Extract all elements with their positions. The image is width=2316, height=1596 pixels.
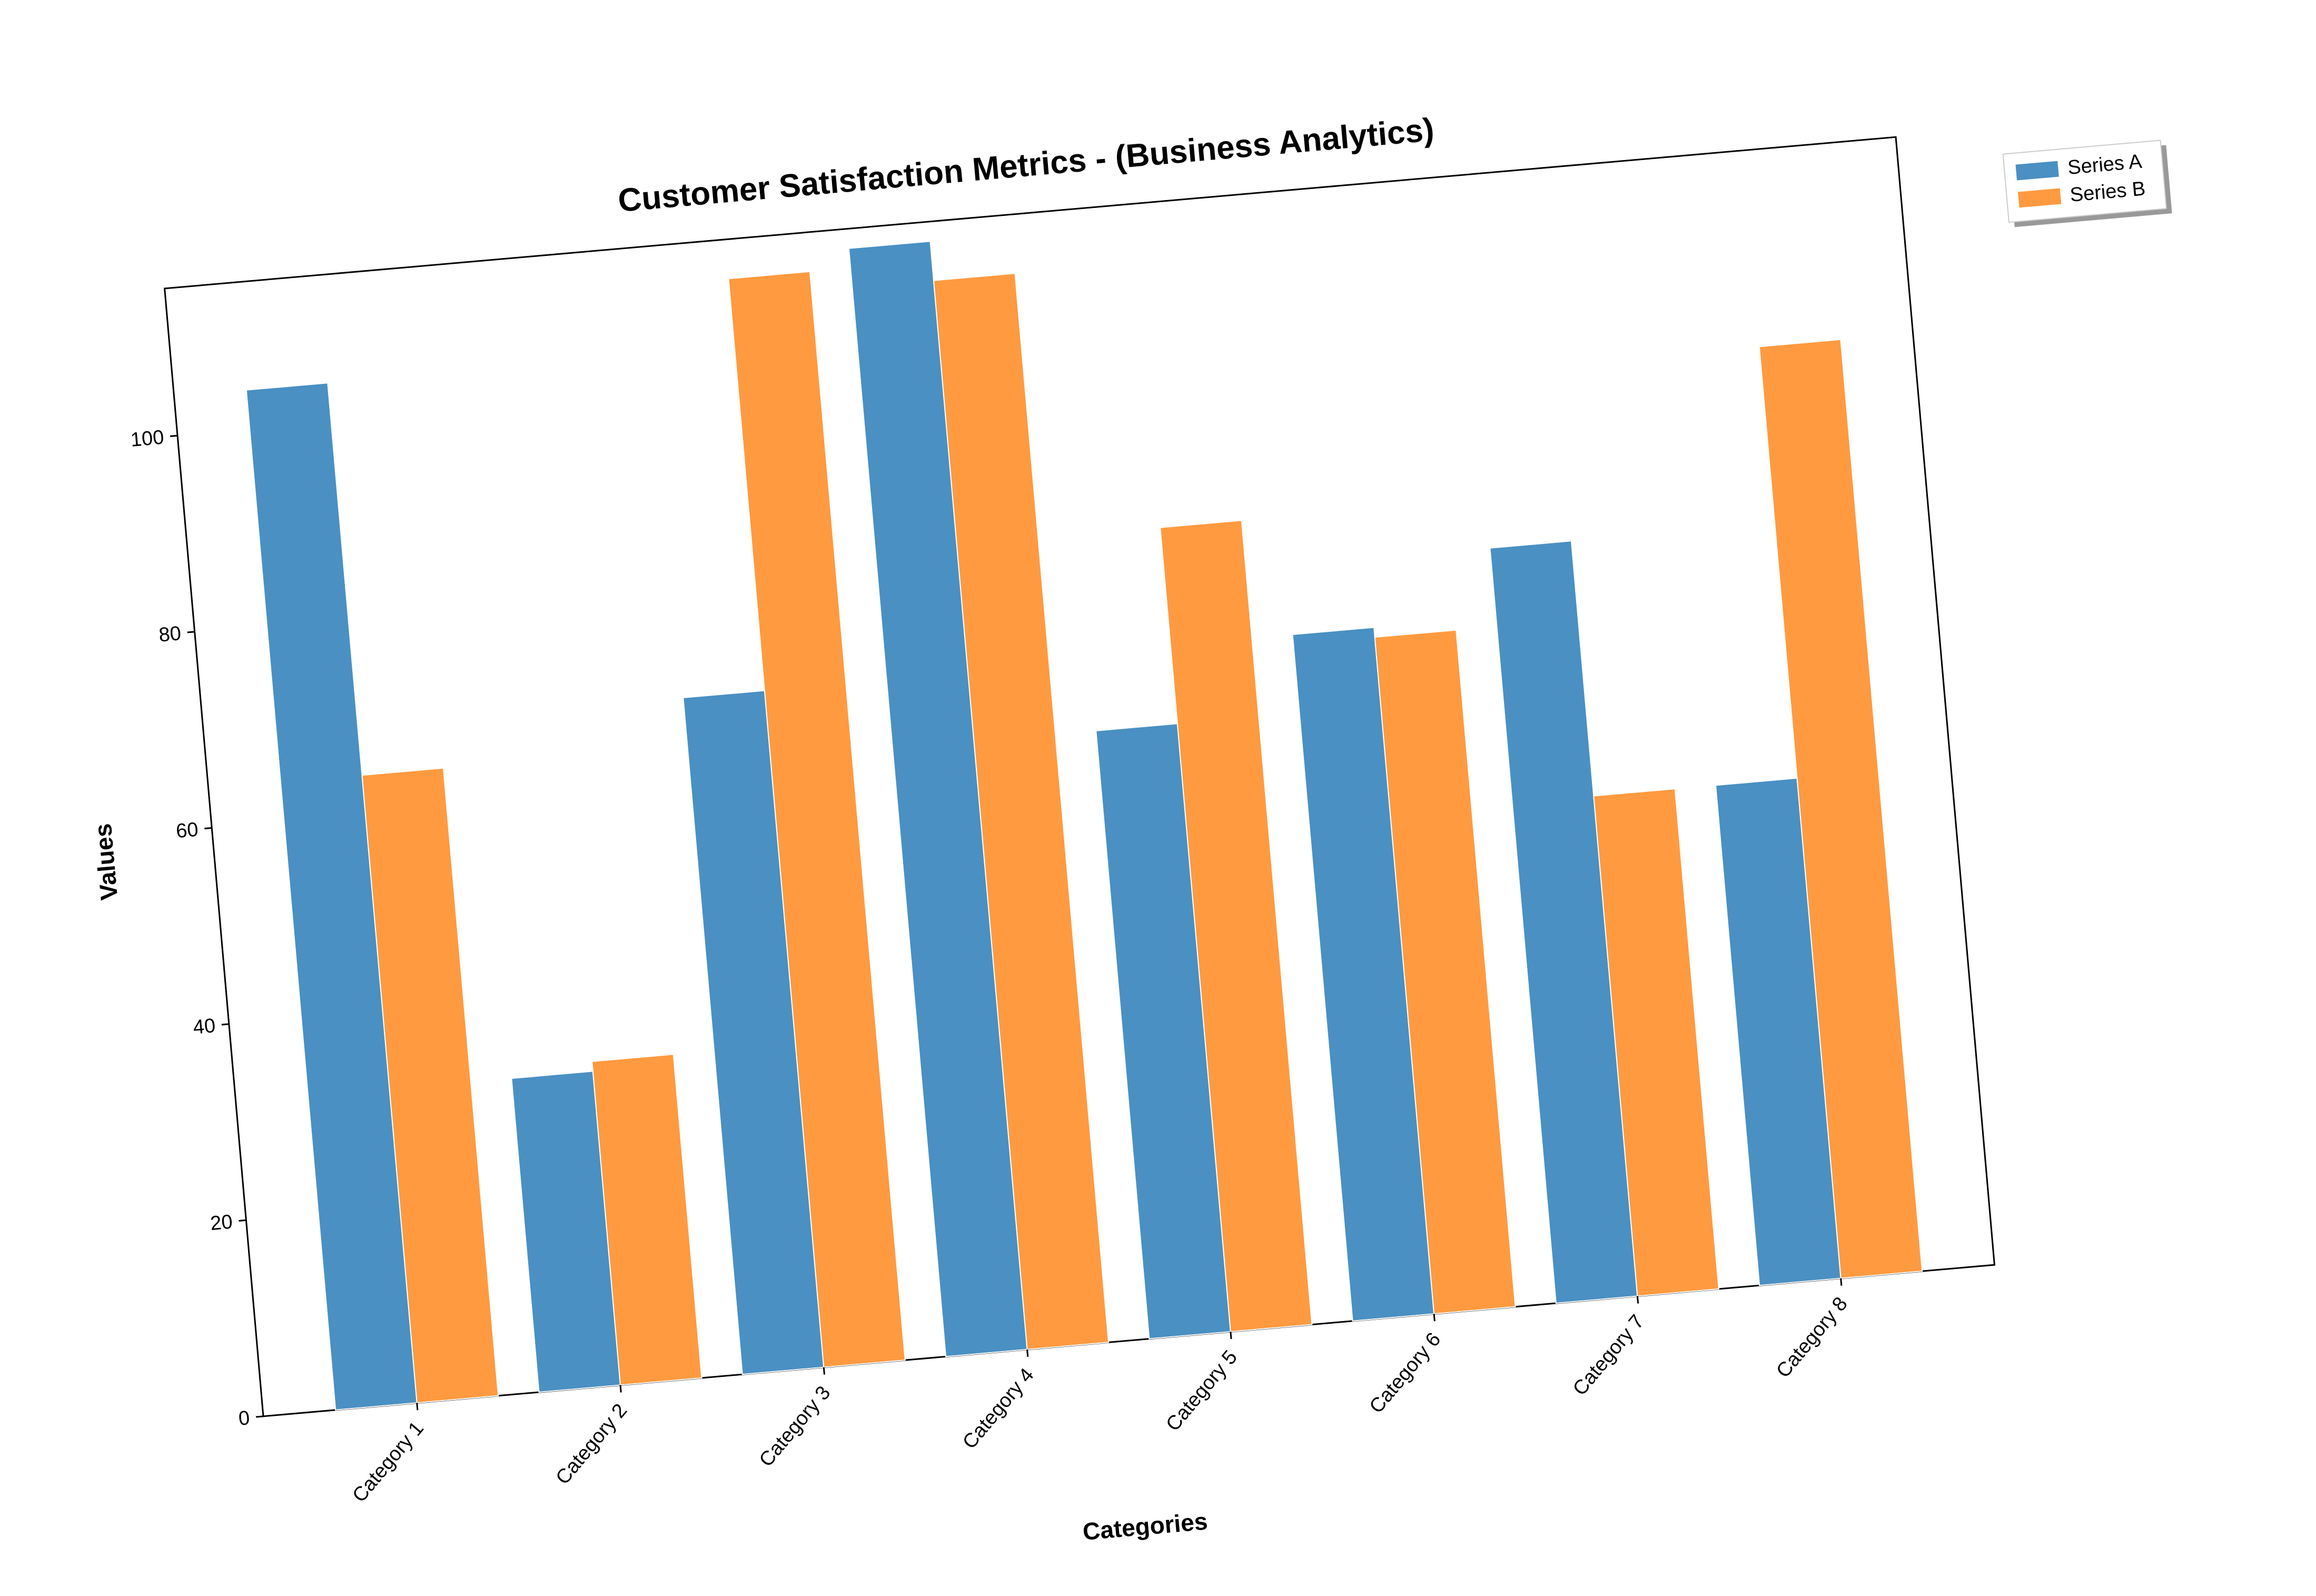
legend-swatch [2015, 161, 2059, 181]
bar-series-b-6 [1374, 629, 1516, 1315]
y-axis-title: Values [89, 822, 123, 901]
x-tick-label: Category 4 [958, 1364, 1038, 1453]
x-tick-label: Category 6 [1365, 1329, 1446, 1417]
rotated-chart-group: 0 20 40 60 80 100 Category 1 Category 2 Categor… [89, 112, 2172, 1545]
y-tick-label: 80 [158, 622, 182, 647]
y-tick-mark [239, 1219, 246, 1222]
x-tick-mark [619, 1385, 622, 1393]
bar-series-b-4 [933, 273, 1110, 1350]
x-tick-label: Category 5 [1162, 1346, 1242, 1435]
x-tick-label: Category 2 [552, 1400, 632, 1489]
bar-series-b-5 [1160, 520, 1313, 1333]
x-tick-mark [1840, 1278, 1843, 1286]
y-axis-ticks: 0 20 40 60 80 100 [130, 427, 264, 1430]
x-tick-label: Category 3 [755, 1382, 835, 1471]
x-tick-mark [416, 1403, 419, 1411]
y-tick-mark [170, 434, 178, 437]
x-tick-label: Category 7 [1569, 1311, 1649, 1400]
bars-group [245, 241, 1923, 1411]
y-tick-label: 60 [175, 819, 199, 843]
bar-series-b-1 [361, 767, 499, 1404]
y-tick-label: 100 [130, 427, 165, 451]
x-axis-title: Categories [1082, 1507, 1209, 1545]
x-tick-mark [1636, 1296, 1639, 1304]
bar-series-b-8 [1758, 339, 1923, 1279]
legend-swatch [2017, 188, 2062, 208]
y-tick-label: 0 [237, 1407, 251, 1430]
y-tick-mark [221, 1023, 229, 1026]
y-tick-mark [255, 1415, 264, 1418]
x-tick-mark [1026, 1349, 1029, 1357]
bar-series-b-7 [1593, 788, 1719, 1297]
bar-series-b-2 [591, 1054, 702, 1386]
bar-series-b-3 [728, 271, 906, 1368]
x-tick-label: Category 1 [348, 1417, 428, 1506]
y-tick-label: 20 [210, 1211, 234, 1235]
y-tick-label: 40 [192, 1015, 216, 1039]
x-tick-label: Category 8 [1772, 1293, 1852, 1382]
